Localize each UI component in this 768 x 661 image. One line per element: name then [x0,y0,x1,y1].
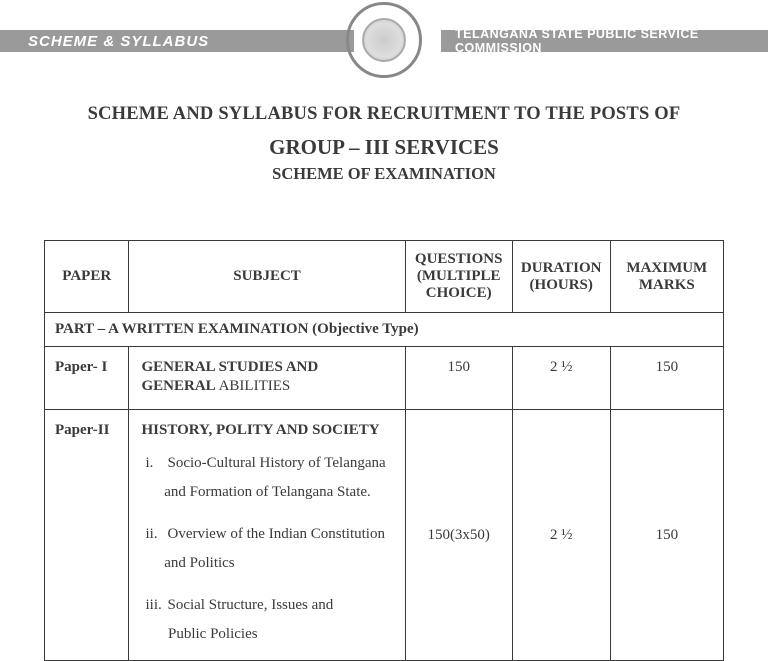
col-header-subject: SUBJECT [129,241,405,313]
col-header-paper: PAPER [45,241,129,313]
marks-cell: 150 [610,347,723,410]
exam-scheme-table-wrap: PAPER SUBJECT QUESTIONS (MULTIPLE CHOICE… [0,240,768,661]
table-row: Paper- I GENERAL STUDIES AND GENERAL ABI… [45,347,724,410]
paper-cell: Paper- I [45,347,129,410]
header-bar: SCHEME & SYLLABUS TELANGANA STATE PUBLIC… [0,0,768,76]
header-right-label: TELANGANA STATE PUBLIC SERVICE COMMISSIO… [441,30,768,52]
title-line-2: GROUP – III SERVICES [0,135,768,160]
table-header-row: PAPER SUBJECT QUESTIONS (MULTIPLE CHOICE… [45,241,724,313]
exam-scheme-table: PAPER SUBJECT QUESTIONS (MULTIPLE CHOICE… [44,240,724,661]
col-header-duration: DURATION (HOURS) [512,241,610,313]
title-line-3: SCHEME OF EXAMINATION [0,164,768,184]
subject-cell: GENERAL STUDIES AND GENERAL ABILITIES [129,347,405,410]
col-header-marks: MAXIMUM MARKS [610,241,723,313]
duration-cell: 2 ½ [512,347,610,410]
title-line-1: SCHEME AND SYLLABUS FOR RECRUITMENT TO T… [0,104,768,125]
section-header-cell: PART – A WRITTEN EXAMINATION (Objective … [45,313,724,347]
title-block: SCHEME AND SYLLABUS FOR RECRUITMENT TO T… [0,104,768,184]
section-header-row: PART – A WRITTEN EXAMINATION (Objective … [45,313,724,347]
col-header-questions: QUESTIONS (MULTIPLE CHOICE) [405,241,512,313]
questions-cell: 150 [405,347,512,410]
commission-seal-icon [346,2,422,78]
header-left-label: SCHEME & SYLLABUS [0,30,354,52]
